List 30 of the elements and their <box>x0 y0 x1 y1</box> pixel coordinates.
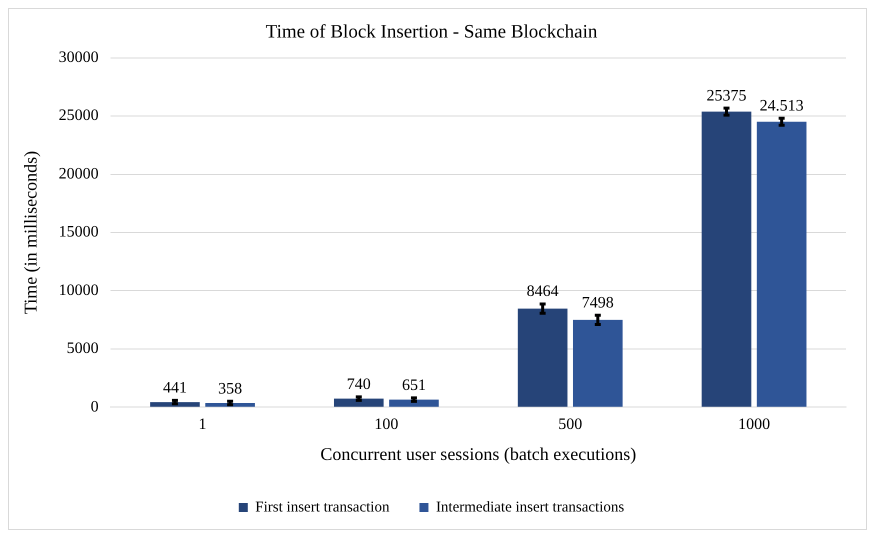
bar <box>756 122 806 407</box>
x-tick-label: 500 <box>558 416 582 434</box>
bar <box>572 320 623 407</box>
y-tick-label: 5000 <box>66 340 99 358</box>
y-tick-label: 15000 <box>58 224 99 241</box>
legend-label: Intermediate insert transactions <box>436 499 624 516</box>
y-axis-title: Time (in milliseconds) <box>20 150 41 314</box>
data-label: 8464 <box>526 283 559 300</box>
y-tick-label: 30000 <box>58 49 99 66</box>
bar <box>518 308 568 407</box>
data-label: 7498 <box>582 294 614 312</box>
bar <box>334 398 384 407</box>
x-axis-title: Concurrent user sessions (batch executions) <box>320 444 636 464</box>
data-label: 358 <box>218 380 242 398</box>
bar <box>389 400 439 407</box>
data-label: 24.513 <box>760 97 804 114</box>
x-tick-label: 1 <box>198 416 207 434</box>
x-tick-label: 100 <box>374 416 398 434</box>
data-label: 441 <box>162 380 187 397</box>
data-label: 740 <box>346 376 371 394</box>
y-tick-label: 20000 <box>58 165 99 182</box>
data-label: 651 <box>402 377 426 394</box>
data-label: 25375 <box>706 87 746 104</box>
legend-label: First insert transaction <box>255 499 390 516</box>
y-tick-label: 10000 <box>58 282 99 299</box>
bar <box>702 112 752 407</box>
y-tick-label: 25000 <box>58 107 99 124</box>
chart-title: Time of Block Insertion - Same Blockchain <box>266 21 598 42</box>
x-tick-label: 1000 <box>738 416 770 434</box>
y-tick-label: 0 <box>90 398 99 416</box>
